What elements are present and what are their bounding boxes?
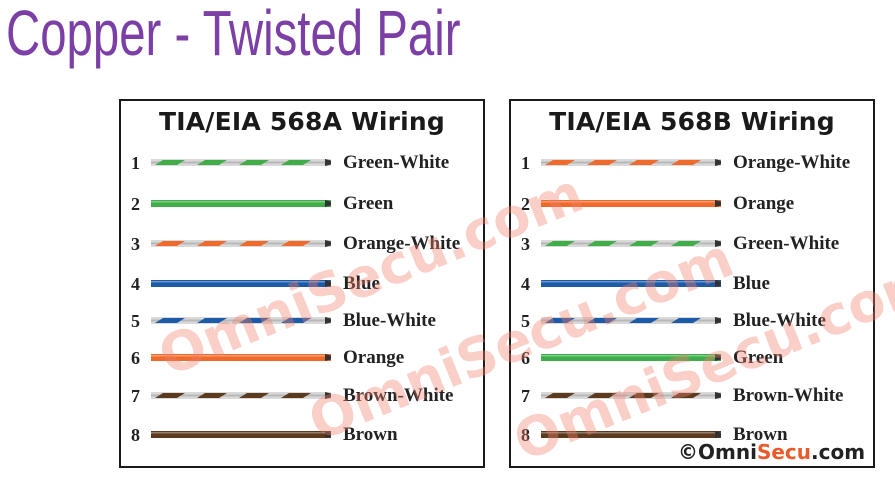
wire-blue-white <box>541 317 721 324</box>
copyright-logo: ©OmniSecu.com <box>678 440 865 464</box>
pin-row: 2 Orange <box>511 192 873 218</box>
pin-label: Brown <box>343 424 398 445</box>
pin-row: 5 Blue-White <box>511 309 873 335</box>
pin-row: 3 Orange-White <box>121 232 483 258</box>
copyright-symbol: © <box>678 440 698 464</box>
pin-row: 1 Orange-White <box>511 151 873 177</box>
wire-green <box>541 354 721 361</box>
pin-number: 5 <box>521 311 530 331</box>
pin-row: 6 Green <box>511 346 873 372</box>
wire-green-white <box>151 159 331 166</box>
page-title: Copper - Twisted Pair <box>6 0 461 69</box>
pin-label: Blue-White <box>733 310 826 331</box>
pin-label: Orange <box>343 347 405 368</box>
pin-number: 7 <box>521 386 530 406</box>
wire-green-white <box>541 240 721 247</box>
wire-orange-white <box>541 159 721 166</box>
pin-label: Brown-White <box>733 385 844 406</box>
pin-number: 2 <box>521 194 530 214</box>
wire-blue-white <box>151 317 331 324</box>
wiring-panel-568b: TIA/EIA 568B Wiring 1 Orange-White 2 Orange… <box>509 99 875 468</box>
wire-orange <box>541 200 721 207</box>
pin-row: 4 Blue <box>121 272 483 298</box>
pin-number: 8 <box>521 425 530 445</box>
wire-brown-white <box>541 392 721 399</box>
pin-row: 1 Green-White <box>121 151 483 177</box>
wire-blue <box>541 280 721 287</box>
pin-number: 6 <box>131 348 140 368</box>
pin-number: 4 <box>521 274 530 294</box>
pin-row: 7 Brown-White <box>121 384 483 410</box>
pin-number: 5 <box>131 311 140 331</box>
pin-number: 6 <box>521 348 530 368</box>
wire-brown <box>541 431 721 438</box>
pin-label: Orange-White <box>733 152 851 173</box>
panel-title: TIA/EIA 568B Wiring <box>549 107 835 136</box>
pin-number: 7 <box>131 386 140 406</box>
pin-row: 8 Brown <box>121 423 483 449</box>
wiring-panel-568a: TIA/EIA 568A Wiring 1 Green-White 2 Green 3 O… <box>119 99 485 468</box>
pin-row: 6 Orange <box>121 346 483 372</box>
pin-label: Green <box>343 193 394 214</box>
wire-orange-white <box>151 240 331 247</box>
pin-label: Green-White <box>733 233 840 254</box>
pin-number: 3 <box>521 234 530 254</box>
pin-row: 2 Green <box>121 192 483 218</box>
pin-label: Orange <box>733 193 795 214</box>
wire-green <box>151 200 331 207</box>
pin-label: Orange-White <box>343 233 461 254</box>
pin-number: 1 <box>131 153 140 173</box>
pin-label: Blue-White <box>343 310 436 331</box>
wire-blue <box>151 280 331 287</box>
pin-number: 2 <box>131 194 140 214</box>
pin-number: 4 <box>131 274 140 294</box>
pin-label: Blue <box>343 273 380 294</box>
wire-brown <box>151 431 331 438</box>
pin-row: 8 Brown <box>511 423 873 449</box>
pin-number: 1 <box>521 153 530 173</box>
pin-row: 4 Blue <box>511 272 873 298</box>
pin-number: 8 <box>131 425 140 445</box>
panel-title: TIA/EIA 568A Wiring <box>158 107 446 136</box>
wire-brown-white <box>151 392 331 399</box>
wire-orange <box>151 354 331 361</box>
pin-row: 5 Blue-White <box>121 309 483 335</box>
pin-label: Green <box>733 347 784 368</box>
pin-row: 7 Brown-White <box>511 384 873 410</box>
pin-label: Blue <box>733 273 770 294</box>
pin-label: Brown <box>733 424 788 445</box>
pin-number: 3 <box>131 234 140 254</box>
copyright-omni: Omni <box>698 440 757 464</box>
pin-label: Green-White <box>343 152 450 173</box>
copyright-secu: Secu <box>756 440 811 464</box>
pin-label: Brown-White <box>343 385 454 406</box>
copyright-domain: .com <box>811 440 866 464</box>
pin-row: 3 Green-White <box>511 232 873 258</box>
